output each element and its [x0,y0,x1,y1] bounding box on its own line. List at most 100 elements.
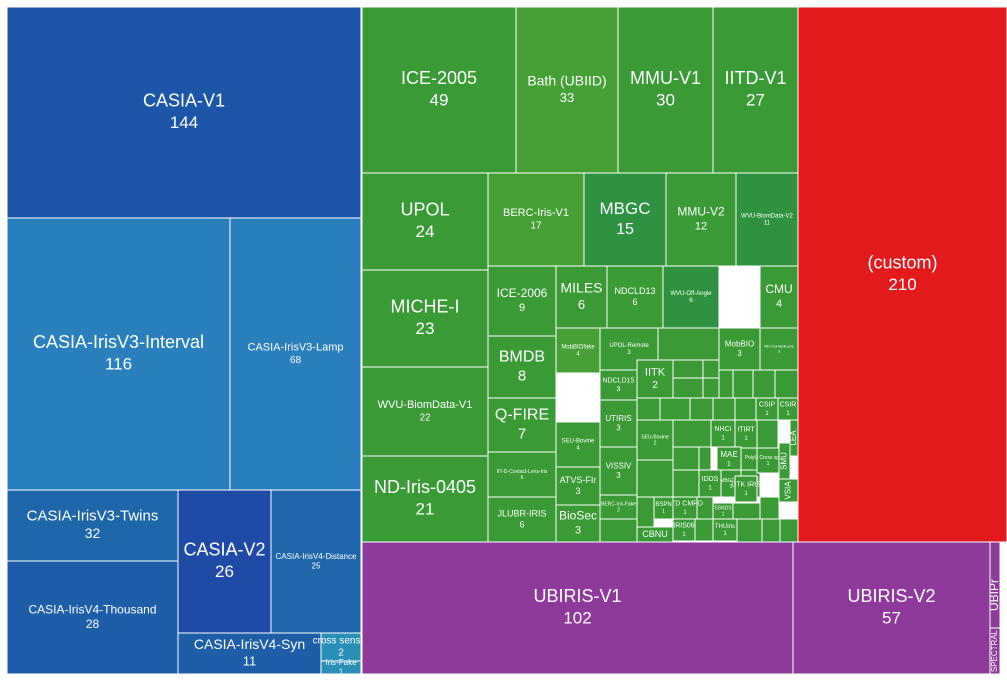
tile-miles [555,265,608,329]
tile-polyu-cross-spectral-value: 1 [767,461,770,467]
tile-bath-ubiid-label: Bath (UBIID) [527,72,606,88]
tile-casia-irisv3-interval-value: 116 [105,354,132,373]
tile-ubiris-v1-label: UBIRIS-V1 [533,586,621,606]
tile-nd-iris-0405-value: 21 [416,499,435,518]
tile-spectral [989,627,1001,675]
tile-lea-label: LEA [789,430,798,446]
tile-bmdb-value: 8 [518,368,526,385]
tile-casia-irisv3-interval [6,217,231,491]
tile-casia-irisv4-thousand-value: 28 [86,617,100,631]
tile-thuiris-label: THUIris [715,524,735,530]
tile-mae-label: MAE [720,450,737,459]
tile-casia-irisv4-distance-value: 25 [312,561,321,570]
tile-mae [716,446,742,473]
tile-seu-bovine-label: SEU-Bovine [641,434,668,440]
tile-mbgc-v2-value: 1 [730,484,733,490]
tile-ndcld15 [599,369,638,401]
tile-bath-ubiid [515,6,619,174]
tile-iitk-value: 2 [652,380,658,391]
treemap-tile-filler [636,496,655,528]
tile-jlubr-iris-value: 6 [519,519,524,529]
treemap-tile-filler [672,446,700,471]
tile-iitd-v1-value: 27 [746,90,765,109]
tile-mmu-v1-value: 30 [656,90,675,109]
treemap-tile-filler [702,377,720,399]
tile-wvu-biomdata-v2 [735,172,799,267]
tile-mbgc-v2-label: MBGC v2 [720,478,742,484]
treemap-tile-filler [734,397,757,421]
tile-biosec-label: BioSec [559,508,597,522]
tile-thuiris [712,518,738,542]
tile-casia-v2-label: CASIA-V2 [183,539,265,559]
tile-miles-label: MILES [560,279,602,295]
tile-ndcld13-value: 6 [632,297,637,307]
tile-nd-contactlens-value: 3 [778,348,781,353]
tile-ice-2005-label: ICE-2005 [401,68,477,88]
tile-wvu-off-angle [662,265,720,329]
tile-iris-fake-value: 1 [339,667,344,676]
tile-miche-i-value: 23 [416,319,435,338]
tile-cbnu-label: CBNU [642,529,668,539]
tile-seu-bovine-value: 2 [654,440,657,446]
tile-cross-sensor-label: cross sensor [313,636,370,647]
tile-iit-d-contact-lens-iris [487,451,557,498]
tile-nd-contactlens-label: ND-ContactLens [764,344,794,349]
tile-atvs-fir-label: ATVS-FIr [560,475,597,485]
tile-idds [698,469,722,498]
tile-wvu-off-angle-value: 6 [689,298,693,304]
tile-berc-iris-v1-label: BERC-Iris-V1 [503,207,569,219]
tile-mobbio-label: MobBIO [725,339,754,348]
tile-vissiv-label: VISSIV [606,461,632,470]
tile-bmdb-label: BMDB [499,349,545,366]
tile-atvs-fir-value: 3 [575,486,580,496]
tile-smu-label: SMU [780,452,789,470]
tile-itirt-label: ITIRT [737,427,755,434]
tile-csip-label: CSIP [759,402,776,409]
tile-seu-bovine-value: 4 [576,446,580,452]
tile-iitk [636,359,674,399]
tile-casia-irisv3-twins-label: CASIA-IrisV3-Twins [27,507,159,524]
tile-casia-irisv4-syn-value: 11 [243,653,257,668]
tile-wvu-biomdata-v2-label: WVU-BiomData-V2 [741,213,793,219]
tile-mobbio-value: 3 [737,349,742,358]
treemap-tile-filler [759,496,780,520]
tile-ndcld15-value: 3 [617,386,621,393]
tile-berc-iris-fake-label: BERC-Iris-Fake [601,501,636,507]
treemap-tile-filler [672,377,704,399]
tile-nhci [710,419,736,448]
tile-upol-remote-label: UPOL-Remote [609,343,649,349]
treemap-tile-filler [694,518,714,542]
tile-utiris-label: UTIRIS [605,414,631,423]
tile-biosec [555,504,601,543]
tile-nhci-label: NHCI [714,426,731,433]
tile-casia-irisv4-distance-label: CASIA-IrisV4-Distance [276,552,357,561]
tile-ubiris-v2-value: 57 [882,608,901,627]
tile-ice-2005-value: 49 [430,90,449,109]
tile-nhci-value: 1 [721,435,725,441]
tile-cmu [759,265,799,329]
tile-wvu-biomdata-v1 [361,366,489,457]
tile-nd-iris-0405-label: ND-Iris-0405 [374,477,476,497]
tile-cmu-label: CMU [765,282,792,296]
tile-idds-label: IDDS [702,476,719,483]
tile-casia-v1-value: 144 [170,113,198,132]
tile-polyu-cross-spectral-label: PolyU Cross spectral [745,455,792,461]
tile-miche-i-label: MICHE-I [391,296,460,316]
treemap-tile-filler [659,397,691,421]
tile-utk-iris-label: UTK IRIS [731,482,761,489]
tile-casia-irisv4-thousand-label: CASIA-IrisV4-Thousand [28,602,156,616]
tile-ice-2006-label: ICE-2006 [497,286,548,300]
treemap-tile-filler [689,397,714,421]
tile-iitd-v1 [712,6,799,174]
tile-csip-value: 1 [765,411,769,417]
tile-seu-bovine [636,419,674,461]
tile-mmu-v2-label: MMU-V2 [677,204,725,218]
tile-custom [797,6,1007,543]
tile-seu-bovine-label: SEU-Bovine [562,438,595,444]
tile-ubiris-v2 [792,541,991,675]
tile-berc-iris-v1-value: 17 [530,221,542,232]
treemap-tile-filler [698,446,712,471]
tile-cross-sensor-value: 2 [338,648,344,659]
tile-nd-contactlens [759,327,799,371]
